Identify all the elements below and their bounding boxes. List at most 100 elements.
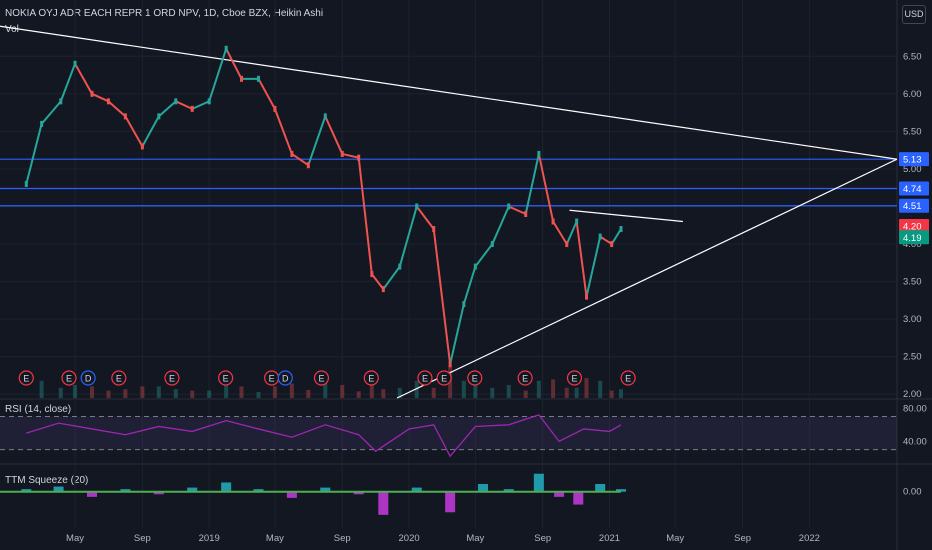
price-candle <box>619 226 623 233</box>
squeeze-bar <box>478 484 488 492</box>
volume-bar <box>397 387 402 398</box>
earnings-marker-icon[interactable] <box>111 370 127 386</box>
earnings-marker-icon[interactable] <box>313 370 330 386</box>
price-label-box <box>899 181 929 196</box>
price-candle <box>537 150 541 157</box>
trendline[interactable] <box>0 25 898 160</box>
earnings-marker-icon[interactable] <box>566 370 583 386</box>
price-candle <box>357 154 361 161</box>
price-segment <box>175 100 193 110</box>
currency-button[interactable]: USD <box>902 5 926 24</box>
squeeze-bar <box>595 484 606 492</box>
earnings-marker-icon[interactable] <box>277 370 293 386</box>
price-candle <box>224 45 228 52</box>
price-tick-label: 5.50 <box>903 126 922 137</box>
earnings-marker-icon[interactable] <box>363 370 379 386</box>
squeeze-bar <box>503 489 514 492</box>
volume-bar <box>473 385 478 398</box>
time-tick-label: Sep <box>534 533 551 544</box>
time-tick-label: 2021 <box>599 533 620 544</box>
price-label: 4.20 <box>903 222 922 233</box>
price-label: 5.13 <box>903 155 922 166</box>
price-candle <box>585 293 588 300</box>
price-segment <box>107 100 127 118</box>
volume-bar <box>256 392 261 398</box>
volume-bar <box>239 386 244 398</box>
price-segment <box>474 243 494 268</box>
rsi-legend[interactable]: RSI (14, close) <box>5 404 72 415</box>
earnings-marker-label: E <box>472 374 478 384</box>
price-segment <box>462 266 477 305</box>
price-candle <box>432 226 436 233</box>
earnings-marker-icon[interactable] <box>417 370 433 386</box>
price-segment <box>307 116 327 166</box>
price-candle <box>448 361 452 368</box>
earnings-marker-label: D <box>85 374 92 384</box>
price-candle <box>598 233 602 240</box>
price-candle <box>323 113 327 120</box>
squeeze-bar <box>445 491 456 513</box>
price-tick-label: 5.00 <box>903 164 922 175</box>
price-tick-label: 3.00 <box>903 314 922 325</box>
volume-legend[interactable]: Vol <box>5 24 19 35</box>
squeeze-bar <box>253 489 264 492</box>
price-candle <box>157 113 161 120</box>
price-candle <box>524 211 528 217</box>
price-segment <box>273 108 293 155</box>
price-segment <box>158 100 177 118</box>
volume-bar <box>598 380 603 398</box>
earnings-marker-icon[interactable] <box>80 370 96 386</box>
trendline[interactable] <box>569 209 683 223</box>
volume-bar <box>574 387 579 398</box>
earnings-marker-label: E <box>223 374 229 384</box>
time-tick-label: 2022 <box>799 533 820 544</box>
earnings-marker-label: D <box>282 374 289 384</box>
volume-bar <box>190 390 195 398</box>
price-candle <box>340 150 344 157</box>
volume-bar <box>619 389 623 398</box>
squeeze-legend[interactable]: TTM Squeeze (20) <box>5 475 89 486</box>
volume-bar <box>73 385 78 398</box>
earnings-marker-label: E <box>522 374 528 384</box>
squeeze-bar <box>320 487 331 492</box>
squeeze-bar <box>87 491 97 497</box>
price-segment <box>432 228 452 365</box>
volume-bar <box>156 386 161 398</box>
volume-bar <box>551 379 556 398</box>
trendline[interactable] <box>396 158 898 399</box>
squeeze-bar <box>286 491 297 498</box>
price-segment <box>552 220 568 245</box>
volume-bar <box>90 386 94 398</box>
earnings-marker-icon[interactable] <box>467 370 483 386</box>
price-tick-label: 2.50 <box>903 352 922 363</box>
volume-bar <box>106 390 111 398</box>
price-segment <box>371 273 385 290</box>
squeeze-bar <box>53 486 64 492</box>
earnings-marker-icon[interactable] <box>436 370 452 386</box>
squeeze-bar <box>221 482 232 492</box>
earnings-marker-icon[interactable] <box>517 370 533 386</box>
squeeze-bar <box>153 491 164 495</box>
price-tick-label: 4.00 <box>903 239 922 250</box>
rsi-line <box>26 414 622 458</box>
chart-title[interactable]: NOKIA OYJ ADR EACH REPR 1 ORD NPV, 1D, C… <box>5 8 324 19</box>
price-candle <box>290 150 294 157</box>
time-tick-label: May <box>466 533 484 544</box>
squeeze-bar <box>120 489 131 492</box>
earnings-marker-icon[interactable] <box>61 370 77 386</box>
earnings-marker-icon[interactable] <box>164 370 180 386</box>
price-segment <box>208 48 228 102</box>
earnings-marker-icon[interactable] <box>620 370 636 386</box>
price-segment <box>357 157 373 275</box>
price-candle <box>507 203 511 210</box>
price-segment <box>40 100 62 125</box>
volume-bar <box>506 385 511 398</box>
price-candle <box>106 98 110 105</box>
earnings-marker-icon[interactable] <box>18 370 34 386</box>
volume-bar <box>272 386 277 398</box>
price-segment <box>225 48 243 80</box>
price-candle <box>123 113 127 120</box>
price-segment <box>141 115 160 147</box>
earnings-marker-icon[interactable] <box>218 370 234 386</box>
